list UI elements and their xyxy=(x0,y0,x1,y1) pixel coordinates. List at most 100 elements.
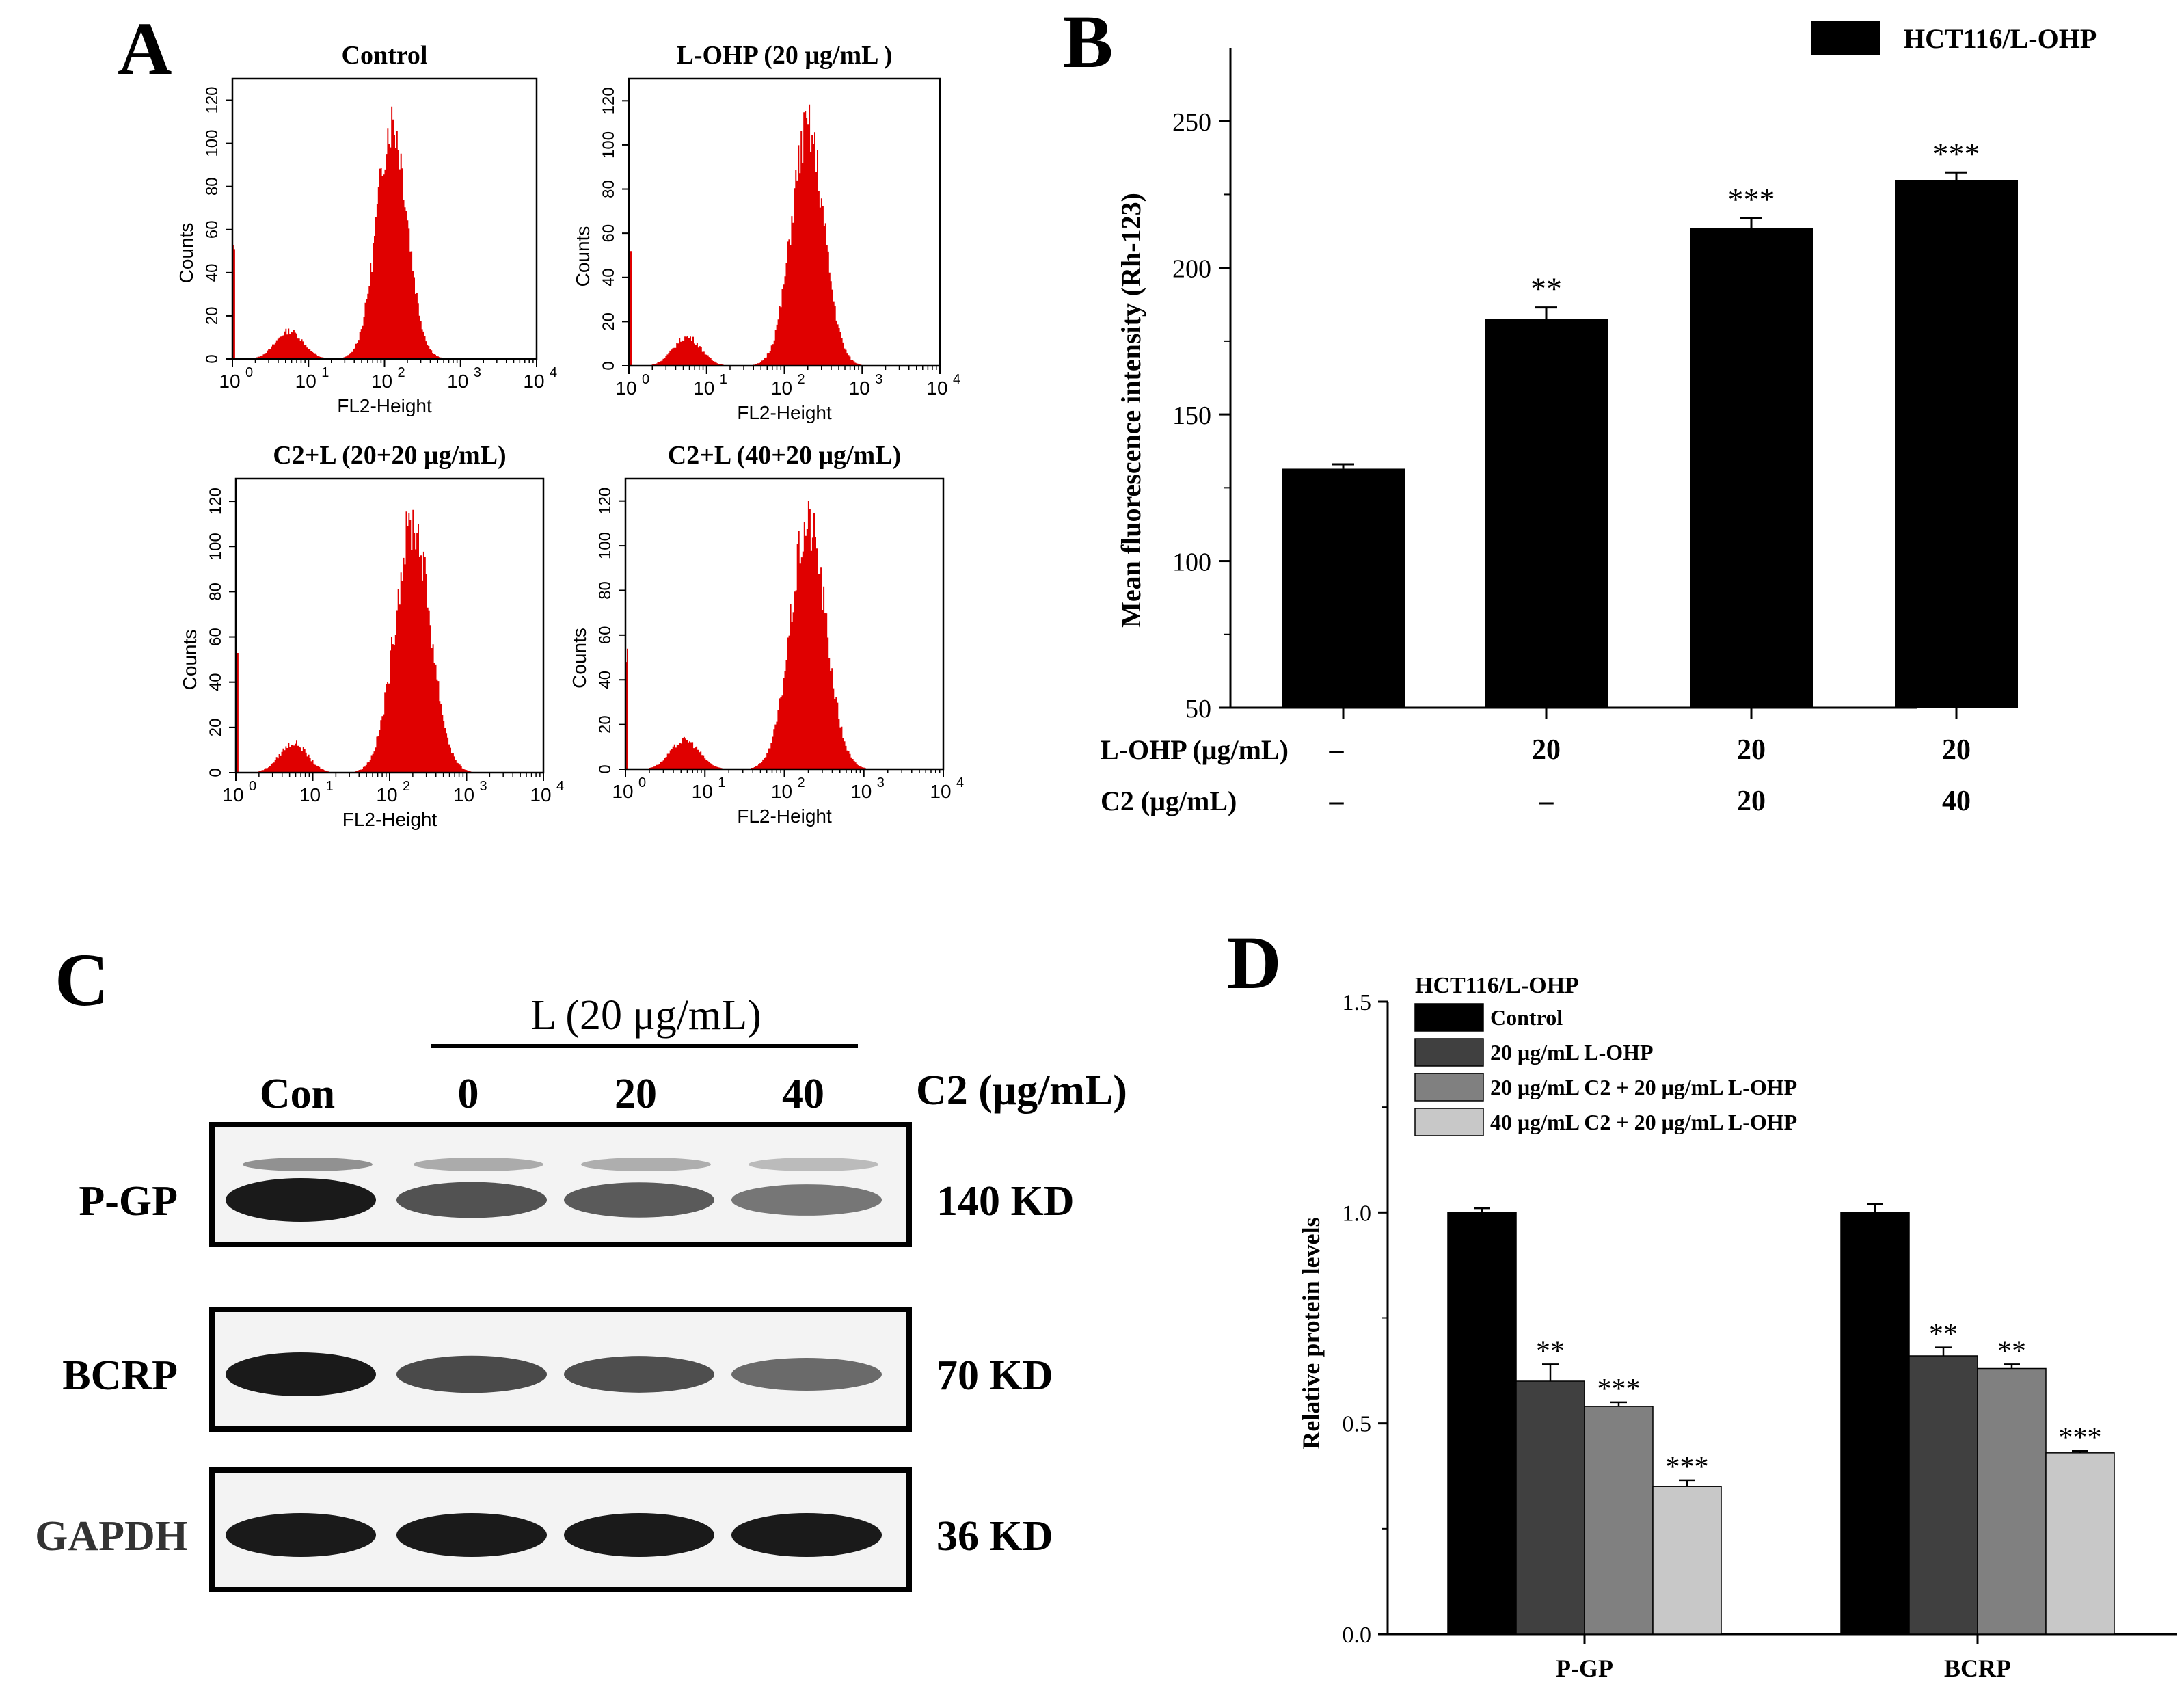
panel-letter-a: A xyxy=(118,7,172,90)
histogram-y-tick-label: 120 xyxy=(599,87,618,114)
histogram-bars xyxy=(232,106,443,359)
histogram-y-tick-label: 80 xyxy=(596,581,615,600)
histogram-bars xyxy=(236,509,472,773)
b-bar xyxy=(1690,228,1813,708)
histogram-y-tick-label: 60 xyxy=(596,626,615,644)
histogram-y-tick-label: 0 xyxy=(599,361,618,370)
c-lane-label: 20 xyxy=(615,1071,657,1117)
histogram-bars xyxy=(629,104,862,366)
histogram-y-tick-label: 120 xyxy=(203,87,221,114)
d-legend-swatch xyxy=(1414,1003,1484,1032)
histogram-x-tick-exponent: 1 xyxy=(326,779,334,794)
c-blot-band xyxy=(396,1513,547,1557)
b-legend-label: HCT116/L-OHP xyxy=(1904,23,2097,54)
c-blot-band xyxy=(396,1182,547,1218)
histogram-x-tick-label: 10 xyxy=(523,371,544,392)
histogram-y-tick-label: 20 xyxy=(596,715,615,734)
b-bar xyxy=(1895,180,2018,708)
histogram-y-tick-label: 80 xyxy=(599,180,618,198)
histogram-x-tick-label: 10 xyxy=(692,781,713,802)
histogram-title: Control xyxy=(342,41,428,70)
c-blot-band xyxy=(731,1513,882,1557)
histogram-y-tick-label: 60 xyxy=(203,220,221,239)
b-significance: *** xyxy=(1933,136,1980,171)
d-legend-label: 20 μg/mL L-OHP xyxy=(1490,1040,1654,1065)
histogram-x-tick-exponent: 3 xyxy=(877,775,885,790)
histogram-y-tick-label: 0 xyxy=(203,354,221,363)
b-bar xyxy=(1282,468,1405,708)
c-lane-label: 0 xyxy=(458,1071,479,1117)
histogram-x-label: FL2-Height xyxy=(337,395,432,416)
b-row1-value: 20 xyxy=(1737,734,1766,766)
histogram-x-tick-label: 10 xyxy=(693,377,714,399)
histogram-bars xyxy=(625,501,866,769)
panel-letter-d: D xyxy=(1227,921,1281,1004)
d-category-label: P-GP xyxy=(1556,1655,1613,1682)
histogram-y-tick-label: 40 xyxy=(206,673,225,691)
histogram-x-tick-exponent: 1 xyxy=(321,365,329,380)
c-blot-band xyxy=(731,1357,882,1391)
histogram-y-tick-label: 60 xyxy=(206,628,225,646)
d-bar xyxy=(2045,1452,2115,1635)
histogram-x-tick-label: 10 xyxy=(371,371,392,392)
d-bar xyxy=(1840,1212,1910,1635)
histogram-y-label: Counts xyxy=(569,628,590,689)
b-significance: *** xyxy=(1728,182,1775,217)
d-bar xyxy=(1909,1355,1978,1635)
b-row-label-c2: C2 (μg/mL) xyxy=(1101,786,1237,816)
b-row1-value: 20 xyxy=(1942,734,1971,766)
c-blot-band-upper xyxy=(581,1158,711,1171)
histogram-x-tick-label: 10 xyxy=(222,784,243,805)
d-legend-label: 40 μg/mL C2 + 20 μg/mL L-OHP xyxy=(1490,1110,1797,1134)
c-blot-band xyxy=(226,1178,376,1222)
b-y-tick-label: 150 xyxy=(1172,401,1211,430)
d-legend-swatch xyxy=(1414,1038,1484,1067)
b-legend-swatch xyxy=(1811,21,1880,55)
histogram-x-tick-exponent: 3 xyxy=(474,365,481,380)
histogram-y-tick-label: 100 xyxy=(206,533,225,560)
histogram-x-tick-label: 10 xyxy=(376,784,397,805)
histogram-x-tick-exponent: 0 xyxy=(249,779,256,794)
d-y-tick-label: 1.5 xyxy=(1343,990,1372,1015)
histogram-title: L-OHP (20 μg/mL ) xyxy=(676,41,892,70)
panel-letter-c: C xyxy=(55,938,109,1022)
d-significance: ** xyxy=(1536,1335,1565,1367)
histogram-x-tick-label: 10 xyxy=(771,781,792,802)
d-bar xyxy=(1584,1406,1654,1635)
histogram-x-tick-exponent: 1 xyxy=(720,372,727,387)
c-size-label: 36 KD xyxy=(936,1513,1053,1560)
d-legend-swatch xyxy=(1414,1108,1484,1136)
histogram-x-tick-label: 10 xyxy=(295,371,316,392)
d-title: HCT116/L-OHP xyxy=(1415,973,1579,998)
histogram-y-tick-label: 40 xyxy=(599,268,618,286)
b-row2-value: – xyxy=(1329,786,1345,817)
d-legend-label: Control xyxy=(1490,1005,1563,1030)
b-y-axis-label: Mean fluorescence intensity (Rh-123) xyxy=(1116,193,1146,628)
histogram-y-tick-label: 100 xyxy=(203,130,221,157)
b-significance: ** xyxy=(1531,271,1562,306)
histogram-x-tick-exponent: 2 xyxy=(403,779,410,794)
panel-c-western-blot: L (20 μg/mL) C2 (μg/mL) Con 0 20 40 P-GP 140 … xyxy=(35,992,1127,1592)
c-blot-band xyxy=(564,1513,714,1557)
histogram-x-tick-exponent: 0 xyxy=(642,372,649,387)
histogram-y-tick-label: 100 xyxy=(599,131,618,159)
c-blot-band xyxy=(226,1352,376,1396)
b-row1-value: – xyxy=(1329,734,1345,766)
c-lane-label: 40 xyxy=(782,1071,824,1117)
c-protein-label: BCRP xyxy=(62,1352,178,1399)
histogram-x-tick-exponent: 0 xyxy=(638,775,646,790)
c-blot-row-gapdh: GAPDH 36 KD xyxy=(35,1467,1053,1592)
histogram-y-tick-label: 120 xyxy=(206,488,225,515)
d-bar xyxy=(1515,1380,1585,1635)
b-row-label-lohp: L-OHP (μg/mL) xyxy=(1101,734,1289,765)
b-bar xyxy=(1485,319,1608,708)
histogram-y-tick-label: 20 xyxy=(599,312,618,331)
histogram-y-tick-label: 40 xyxy=(596,671,615,689)
d-bar xyxy=(1652,1486,1722,1635)
histogram-y-label: Counts xyxy=(176,223,197,284)
b-row2-value: 40 xyxy=(1942,786,1971,817)
c-blot-row-bcrp: BCRP 70 KD xyxy=(62,1307,1053,1432)
